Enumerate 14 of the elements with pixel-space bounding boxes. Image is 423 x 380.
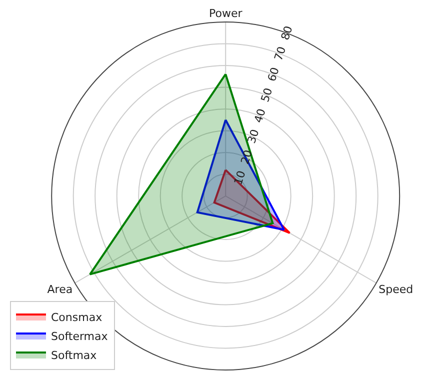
legend-label: Softmax [51, 348, 98, 362]
legend-label: Softermax [51, 330, 108, 343]
spoke-label: Area [47, 283, 73, 296]
y-tick-label: 80 [278, 24, 296, 42]
y-tick-label: 40 [252, 107, 268, 124]
y-tick-label: 60 [265, 66, 282, 84]
spoke-label: Speed [378, 283, 414, 296]
y-tick-label: 20 [238, 148, 255, 166]
legend-label: Consmax [51, 310, 103, 324]
spoke-label: Power [208, 7, 243, 20]
y-tick-label: 50 [258, 86, 276, 104]
y-tick-label: 70 [272, 45, 289, 62]
y-tick-label: 30 [245, 128, 262, 146]
y-tick-label: 10 [232, 169, 248, 186]
